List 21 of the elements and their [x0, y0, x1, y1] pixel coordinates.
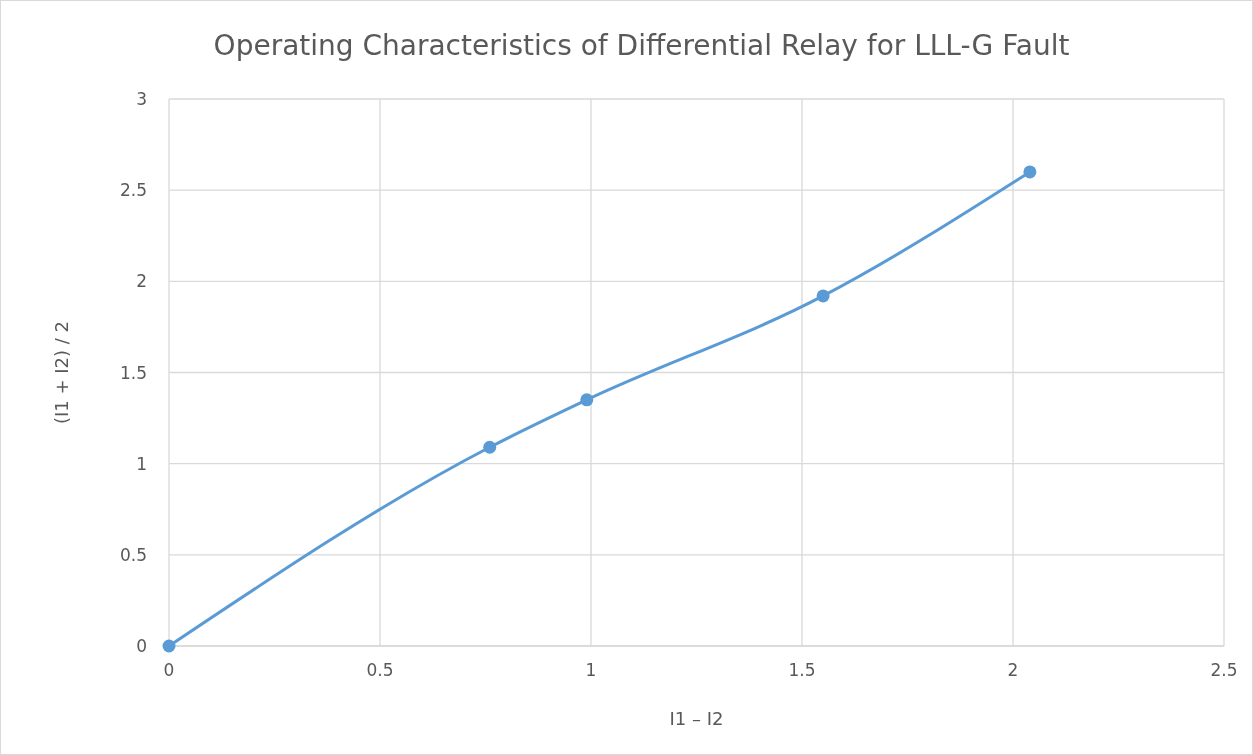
x-axis-title: I1 – I2 — [669, 708, 724, 729]
y-tick-label: 2.5 — [119, 180, 147, 201]
chart-title: Operating Characteristics of Differential Relay for LLL-G Fault — [213, 29, 1070, 62]
x-tick-label: 0 — [163, 660, 175, 680]
x-tick-label: 2 — [1007, 660, 1019, 680]
y-tick-label: 0 — [136, 636, 147, 656]
y-tick-label: 2 — [136, 271, 147, 292]
x-tick-label: 2.5 — [1210, 660, 1238, 680]
x-tick-label: 1.5 — [788, 660, 816, 680]
y-tick-label: 0.5 — [119, 544, 147, 565]
point — [483, 440, 497, 454]
point — [580, 393, 594, 407]
point — [162, 639, 176, 653]
point — [1023, 165, 1037, 179]
y-axis-title: (I1 + I2) / 2 — [51, 320, 72, 425]
y-tick-label: 3 — [136, 89, 147, 109]
point — [816, 289, 830, 303]
x-tick-label: 1 — [585, 660, 597, 680]
x-tick-label: 0.5 — [366, 660, 394, 680]
y-tick-label: 1.5 — [119, 362, 147, 383]
y-tick-label: 1 — [136, 453, 147, 474]
